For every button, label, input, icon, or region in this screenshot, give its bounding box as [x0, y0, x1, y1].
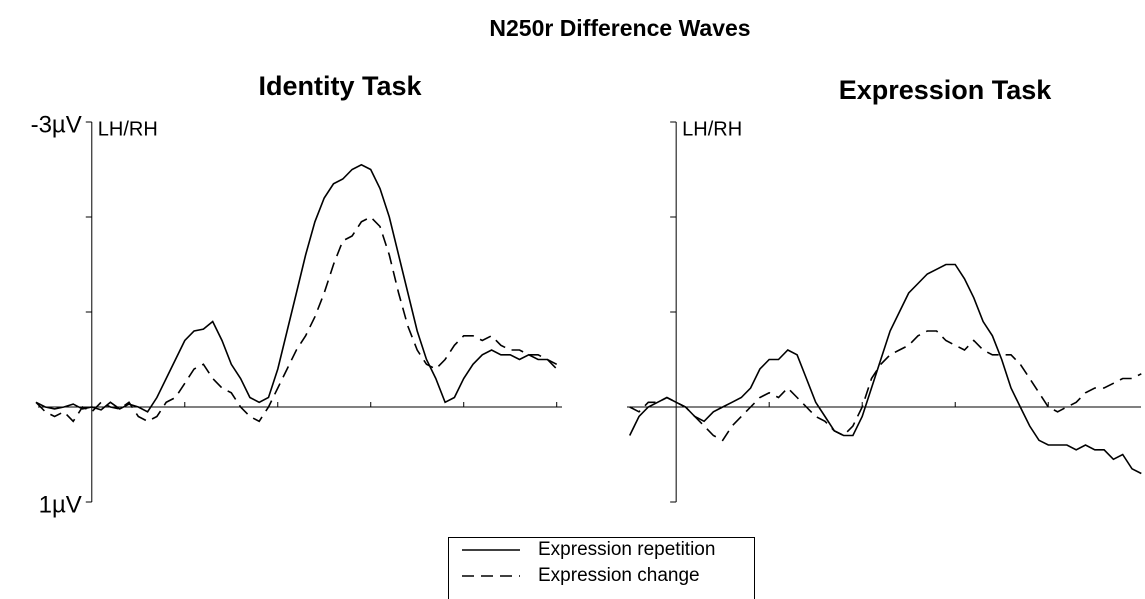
- wave-line: [35, 163, 558, 413]
- wave-line: [628, 263, 1142, 475]
- chart-title: N250r Difference Waves: [489, 15, 750, 41]
- wave-line: [629, 330, 1142, 442]
- y-tick-label: 1µV: [39, 491, 82, 518]
- annotation: LH/RH: [98, 118, 158, 140]
- panel-title: Expression Task: [839, 75, 1053, 105]
- y-tick-label: -3µV: [31, 111, 82, 138]
- legend-label: Expression change: [538, 565, 700, 586]
- annotation: LH/RH: [682, 118, 742, 140]
- panel-title: Identity Task: [258, 71, 422, 101]
- legend-box: [448, 537, 755, 599]
- legend-label: Expression repetition: [538, 539, 715, 560]
- wave-line: [35, 216, 558, 423]
